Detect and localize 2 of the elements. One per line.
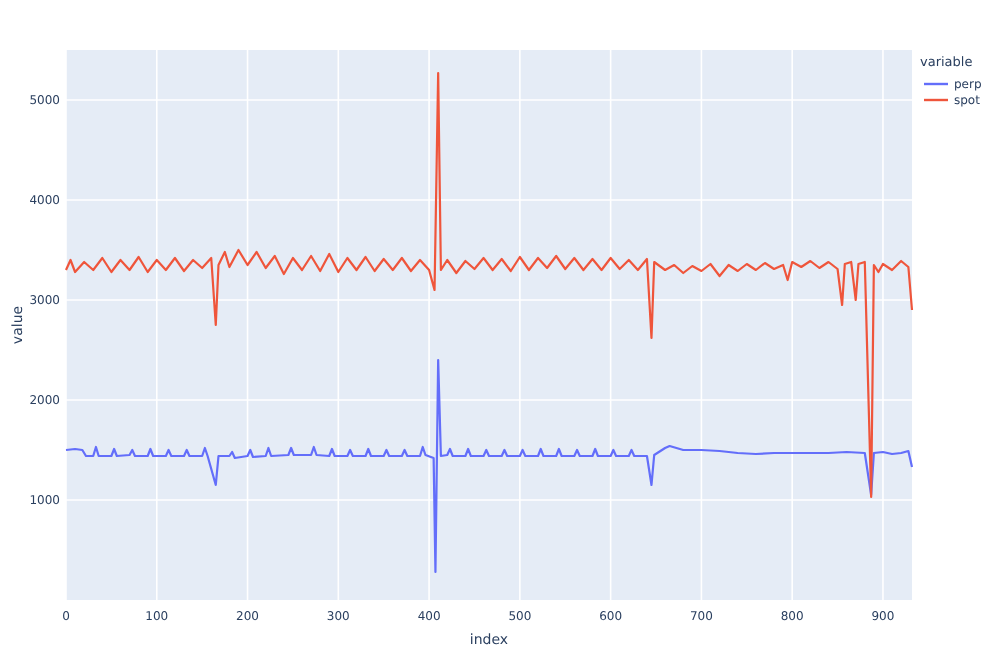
line-series: [64, 71, 914, 499]
line-series: [64, 358, 914, 574]
